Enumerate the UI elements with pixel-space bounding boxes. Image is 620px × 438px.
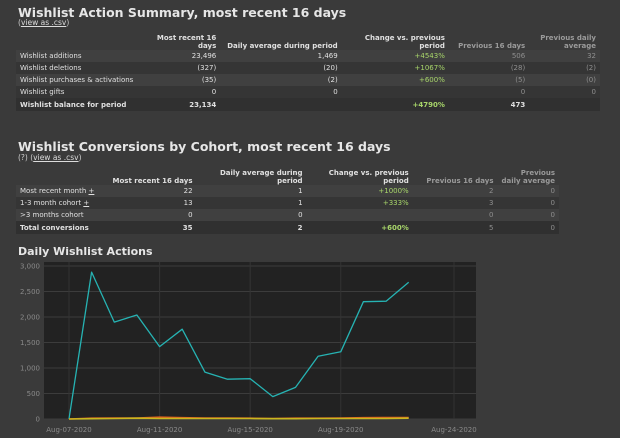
summary-csv-link[interactable]: view as .csv (20, 18, 67, 27)
x-tick-label: Aug-24-2020 (431, 426, 476, 434)
summary-title: Wishlist Action Summary, most recent 16 … (18, 5, 347, 20)
table-row: 1-3 month cohort + 13 1 +333% 3 0 (16, 197, 559, 209)
y-tick-label: 0 (36, 416, 40, 424)
daily-chart-title: Daily Wishlist Actions (18, 245, 153, 258)
summary-header-prev: Previous 16 days (458, 42, 526, 50)
expand-plus-link[interactable]: + (83, 199, 90, 207)
cohort-header-change: Change vs. previous period (328, 169, 409, 185)
table-row: Wishlist gifts 0 0 0 0 (16, 86, 600, 98)
help-link[interactable]: (?) (18, 153, 28, 162)
table-row: Wishlist additions 23,496 1,469 +4543% 5… (16, 50, 600, 62)
x-tick-label: Aug-07-2020 (46, 426, 91, 434)
y-tick-label: 500 (27, 390, 40, 398)
summary-header-recent: Most recent 16 days (156, 34, 217, 50)
y-tick-label: 1,000 (20, 365, 40, 373)
y-tick-label: 1,500 (20, 339, 40, 347)
cohort-header-prev-daily: Previous daily average (501, 169, 556, 185)
x-tick-label: Aug-19-2020 (318, 426, 363, 434)
cohort-title: Wishlist Conversions by Cohort, most rec… (18, 139, 391, 154)
summary-header-change: Change vs. previous period (364, 34, 445, 50)
table-row: >3 months cohort 0 0 0 0 (16, 209, 559, 221)
cohort-header-label (16, 165, 98, 185)
table-row: Wishlist purchases & activations (35) (2… (16, 74, 600, 86)
table-total-row: Total conversions 35 2 +600% 5 0 (16, 221, 559, 234)
x-tick-label: Aug-11-2020 (137, 426, 182, 434)
cohort-csv: (?) (view as .csv) (18, 153, 82, 162)
y-tick-label: 3,000 (20, 263, 40, 271)
summary-header-daily: Daily average during period (227, 42, 338, 50)
cohort-header-prev: Previous 16 days (426, 177, 494, 185)
summary-csv: (view as .csv) (18, 18, 70, 27)
table-row: Most recent month + 22 1 +1000% 2 0 (16, 185, 559, 197)
cohort-header-row: Most recent 16 days Daily average during… (16, 165, 559, 185)
table-row: Wishlist deletions (327) (20) +1067% (28… (16, 62, 600, 74)
cohort-header-recent: Most recent 16 days (112, 177, 193, 185)
y-tick-label: 2,500 (20, 288, 40, 296)
summary-header-prev-daily: Previous daily average (540, 34, 596, 50)
expand-plus-link[interactable]: + (88, 187, 95, 195)
summary-header-row: Most recent 16 days Daily average during… (16, 30, 600, 50)
x-tick-label: Aug-15-2020 (227, 426, 272, 434)
table-total-row: Wishlist balance for period 23,134 +4790… (16, 98, 600, 111)
chart-plot-area (44, 262, 476, 419)
series-line-2 (68, 417, 409, 420)
cohort-csv-link[interactable]: view as .csv (33, 153, 79, 162)
summary-table: Most recent 16 days Daily average during… (16, 30, 600, 111)
cohort-header-daily: Daily average during period (219, 169, 303, 185)
y-tick-label: 2,000 (20, 314, 40, 322)
summary-header-label (16, 30, 137, 50)
cohort-table: Most recent 16 days Daily average during… (16, 165, 559, 234)
series-line-0 (68, 271, 410, 420)
series-line-1 (68, 416, 409, 420)
